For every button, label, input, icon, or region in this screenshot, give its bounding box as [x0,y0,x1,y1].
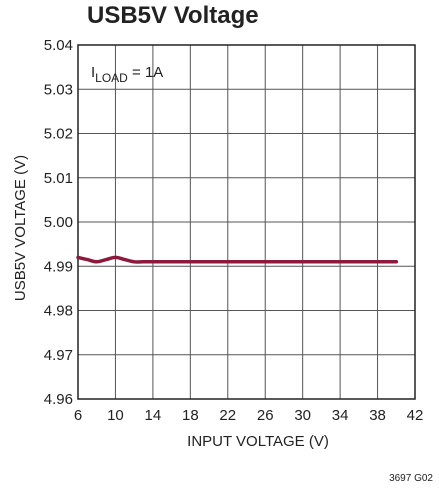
annotation-main: I [91,64,95,81]
x-tick-label: 22 [219,407,236,424]
x-tick-label: 26 [257,407,274,424]
y-tick-label: 5.03 [44,81,73,98]
y-tick-label: 4.98 [44,303,73,320]
annotation-load: ILOAD = 1A [91,64,163,85]
x-axis-label: INPUT VOLTAGE (V) [187,433,329,450]
figure-id: 3697 G02 [389,473,433,484]
y-axis-label: USB5V VOLTAGE (V) [12,155,29,301]
x-tick-label: 42 [407,407,424,424]
grid [77,44,416,400]
x-tick-label: 6 [74,407,82,424]
series-line [76,255,399,264]
y-tick-label: 5.00 [44,214,73,231]
y-tick-label: 4.97 [44,347,73,364]
x-tick-label: 18 [182,407,199,424]
annotation-subscript: LOAD [95,71,128,85]
annotation-rest: = 1A [128,64,163,81]
x-tick-label: 34 [332,407,349,424]
x-tick-label: 30 [294,407,311,424]
x-axis-ticks: 6 10 14 18 22 26 30 34 38 42 [74,407,424,424]
x-tick-label: 10 [107,407,124,424]
x-tick-label: 38 [369,407,386,424]
y-tick-label: 5.04 [44,37,73,54]
y-tick-label: 4.99 [44,258,73,275]
y-tick-label: 4.96 [44,391,73,408]
y-tick-label: 5.02 [44,126,73,143]
plot-frame [77,44,416,400]
y-tick-label: 5.01 [44,170,73,187]
chart-title: USB5V Voltage [87,2,259,29]
y-axis-ticks: 4.96 4.97 4.98 4.99 5.00 5.01 5.02 5.03 5.04 [44,37,73,408]
x-tick-label: 14 [145,407,162,424]
